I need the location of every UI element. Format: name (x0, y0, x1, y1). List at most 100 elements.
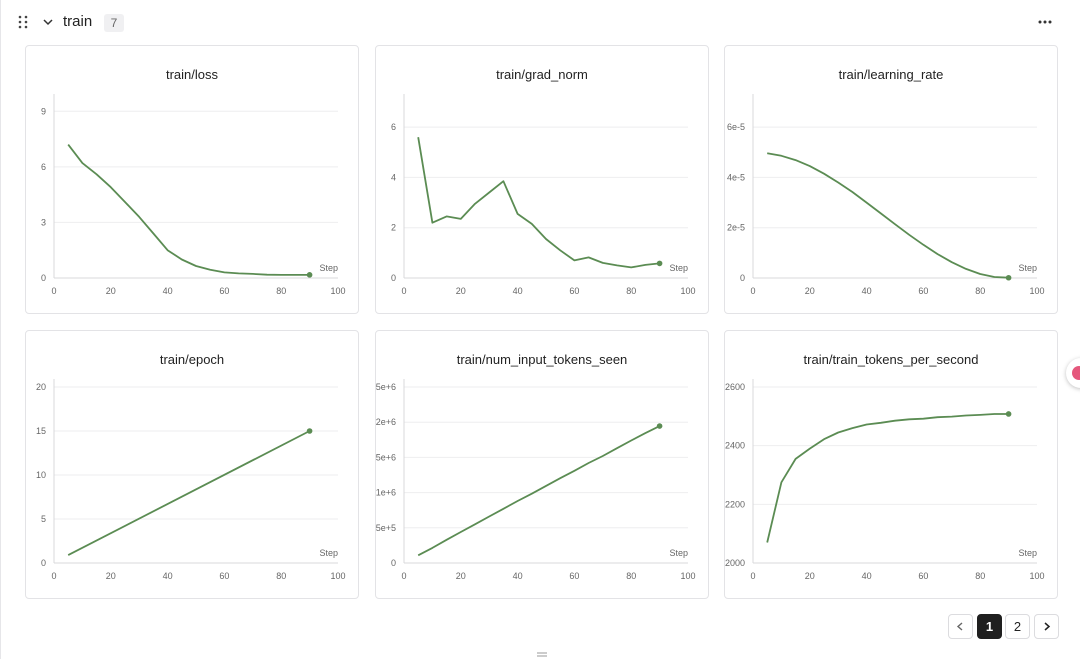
pagination-prev-button[interactable] (948, 614, 973, 639)
assistant-icon (1072, 366, 1080, 380)
y-tick-label: 2000 (725, 558, 745, 568)
x-tick-label: 80 (626, 286, 636, 296)
chart-plot: 0 5 10 15 20 0 20 40 60 80 100 Step (36, 379, 346, 581)
x-axis-label: Step (319, 548, 338, 558)
x-tick-label: 20 (805, 571, 815, 581)
x-tick-label: 100 (680, 571, 695, 581)
x-tick-label: 60 (569, 571, 579, 581)
chevron-right-icon (1044, 622, 1051, 631)
chart-card-train-num-input-tokens-seen[interactable]: train/num_input_tokens_seen 0 5e+5 1e+6 1.5… (375, 330, 709, 599)
x-axis-label: Step (1018, 548, 1037, 558)
series-line (766, 413, 1009, 543)
x-tick-label: 100 (680, 286, 695, 296)
pagination-page-1[interactable]: 1 (977, 614, 1002, 639)
x-axis-label: Step (319, 263, 338, 273)
y-tick-label: 1.5e+6 (376, 452, 396, 462)
chevron-down-icon[interactable] (41, 15, 55, 29)
y-tick-label: 0 (41, 558, 46, 568)
x-tick-label: 20 (456, 286, 466, 296)
chart-title: train/epoch (159, 352, 225, 367)
chart-card-train-loss[interactable]: train/loss 0 3 6 9 0 20 40 60 80 100 Step (25, 45, 359, 314)
y-tick-label: 0 (740, 273, 745, 283)
last-point-marker (1005, 411, 1012, 417)
y-tick-label: 5e+5 (376, 523, 396, 533)
series-line (67, 430, 311, 556)
x-tick-label: 100 (1029, 286, 1044, 296)
chevron-left-icon (956, 622, 963, 631)
assistant-floating-button[interactable] (1066, 358, 1080, 388)
more-options-icon[interactable] (1033, 14, 1057, 30)
resize-handle-icon[interactable] (536, 652, 548, 658)
y-tick-label: 2e+6 (376, 417, 396, 427)
x-tick-label: 0 (750, 571, 755, 581)
x-tick-label: 20 (106, 286, 116, 296)
y-tick-label: 20 (36, 382, 46, 392)
x-tick-label: 80 (975, 571, 985, 581)
y-tick-label: 2.5e+6 (376, 382, 396, 392)
x-tick-label: 40 (163, 571, 173, 581)
y-tick-label: 2e-5 (727, 223, 745, 233)
x-tick-label: 0 (401, 571, 406, 581)
x-tick-label: 0 (51, 571, 56, 581)
chart-title: train/loss (165, 67, 219, 82)
y-tick-label: 1e+6 (376, 488, 396, 498)
chart-title: train/num_input_tokens_seen (456, 352, 628, 367)
series-line (417, 425, 660, 557)
series-line (67, 144, 310, 276)
last-point-marker (656, 423, 663, 429)
y-tick-label: 4e-5 (727, 172, 745, 182)
group-count-badge: 7 (104, 14, 124, 32)
x-tick-label: 0 (51, 286, 56, 296)
x-tick-label: 60 (569, 286, 579, 296)
x-tick-label: 40 (513, 571, 523, 581)
y-tick-label: 4 (391, 172, 396, 182)
y-tick-label: 0 (391, 273, 396, 283)
y-tick-label: 2 (391, 223, 396, 233)
y-tick-label: 2200 (725, 499, 745, 509)
x-tick-label: 60 (219, 286, 229, 296)
chart-title: train/grad_norm (496, 67, 588, 82)
x-tick-label: 80 (975, 286, 985, 296)
x-tick-label: 20 (456, 571, 466, 581)
y-tick-label: 15 (36, 426, 46, 436)
panel-header: train 7 (1, 0, 1080, 44)
chart-plot: 0 3 6 9 0 20 40 60 80 100 Step (41, 94, 346, 296)
x-tick-label: 100 (330, 286, 345, 296)
x-tick-label: 60 (219, 571, 229, 581)
y-tick-label: 10 (36, 470, 46, 480)
chart-plot: 2000 2200 2400 2600 0 20 40 60 80 100 Step (725, 379, 1045, 581)
series-line (417, 137, 660, 269)
x-tick-label: 0 (750, 286, 755, 296)
last-point-marker (306, 428, 313, 434)
x-tick-label: 40 (513, 286, 523, 296)
pagination-page-2[interactable]: 2 (1005, 614, 1030, 639)
chart-card-train-grad-norm[interactable]: train/grad_norm 0 2 4 6 0 20 40 60 80 100 Step (375, 45, 709, 314)
x-axis-label: Step (669, 263, 688, 273)
x-tick-label: 20 (106, 571, 116, 581)
x-tick-label: 80 (626, 571, 636, 581)
last-point-marker (306, 272, 313, 278)
chart-card-train-epoch[interactable]: train/epoch 0 5 10 15 20 0 20 40 60 80 100 Step (25, 330, 359, 599)
chart-title: train/learning_rate (838, 67, 944, 82)
chart-plot: 0 2e-5 4e-5 6e-5 0 20 40 60 80 100 Step (727, 94, 1045, 296)
pagination-next-button[interactable] (1034, 614, 1059, 639)
x-tick-label: 60 (918, 286, 928, 296)
chart-plot: 0 5e+5 1e+6 1.5e+6 2e+6 2.5e+6 0 20 40 60 80 100 Ste… (376, 379, 696, 581)
chart-card-train-tokens-per-second[interactable]: train/train_tokens_per_second 2000 2200 24… (724, 330, 1058, 599)
last-point-marker (1005, 274, 1012, 281)
y-tick-label: 3 (41, 217, 46, 227)
x-axis-label: Step (1018, 263, 1037, 273)
x-tick-label: 20 (805, 286, 815, 296)
x-tick-label: 60 (918, 571, 928, 581)
chart-card-train-learning-rate[interactable]: train/learning_rate 0 2e-5 4e-5 6e-5 0 20 40 60… (724, 45, 1058, 314)
series-line (767, 152, 1009, 279)
x-tick-label: 40 (862, 286, 872, 296)
drag-handle-icon[interactable] (17, 15, 29, 29)
y-tick-label: 0 (391, 558, 396, 568)
x-tick-label: 100 (1029, 571, 1044, 581)
x-tick-label: 0 (401, 286, 406, 296)
x-tick-label: 100 (330, 571, 345, 581)
y-tick-label: 5 (41, 514, 46, 524)
